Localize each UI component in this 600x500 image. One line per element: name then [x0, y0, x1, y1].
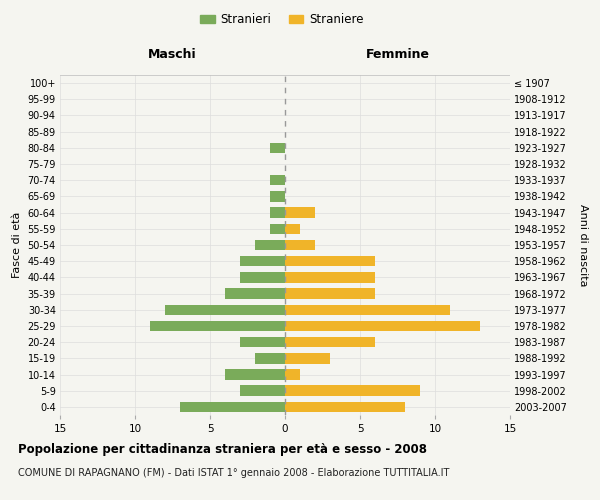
Bar: [240, 256, 285, 266]
Bar: [285, 370, 300, 380]
Bar: [240, 337, 285, 347]
Bar: [285, 337, 375, 347]
Text: Popolazione per cittadinanza straniera per età e sesso - 2008: Popolazione per cittadinanza straniera p…: [18, 442, 427, 456]
Bar: [255, 353, 285, 364]
Bar: [285, 256, 375, 266]
Bar: [285, 402, 405, 412]
Bar: [225, 370, 285, 380]
Bar: [225, 288, 285, 299]
Bar: [270, 208, 285, 218]
Text: Maschi: Maschi: [148, 48, 197, 62]
Y-axis label: Anni di nascita: Anni di nascita: [578, 204, 588, 286]
Bar: [285, 353, 330, 364]
Bar: [285, 386, 420, 396]
Bar: [150, 320, 285, 331]
Bar: [165, 304, 285, 315]
Bar: [240, 272, 285, 282]
Bar: [270, 224, 285, 234]
Bar: [270, 175, 285, 186]
Bar: [285, 320, 480, 331]
Bar: [285, 224, 300, 234]
Bar: [285, 288, 375, 299]
Bar: [255, 240, 285, 250]
Y-axis label: Fasce di età: Fasce di età: [12, 212, 22, 278]
Text: Femmine: Femmine: [365, 48, 430, 62]
Bar: [285, 272, 375, 282]
Bar: [180, 402, 285, 412]
Bar: [285, 240, 315, 250]
Text: COMUNE DI RAPAGNANO (FM) - Dati ISTAT 1° gennaio 2008 - Elaborazione TUTTITALIA.: COMUNE DI RAPAGNANO (FM) - Dati ISTAT 1°…: [18, 468, 449, 477]
Bar: [240, 386, 285, 396]
Bar: [270, 142, 285, 153]
Bar: [270, 191, 285, 202]
Bar: [285, 304, 450, 315]
Bar: [285, 208, 315, 218]
Legend: Stranieri, Straniere: Stranieri, Straniere: [196, 8, 368, 31]
